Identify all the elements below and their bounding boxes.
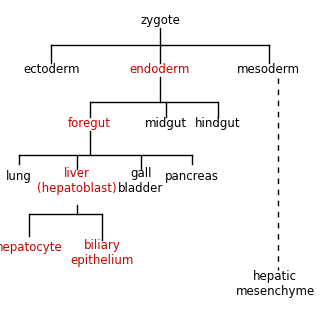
Text: endoderm: endoderm: [130, 63, 190, 76]
Text: gall
bladder: gall bladder: [118, 167, 164, 195]
Text: ectoderm: ectoderm: [23, 63, 79, 76]
Text: foregut: foregut: [68, 117, 111, 131]
Text: zygote: zygote: [140, 14, 180, 27]
Text: biliary
epithelium: biliary epithelium: [71, 239, 134, 267]
Text: hindgut: hindgut: [195, 117, 240, 131]
Text: midgut: midgut: [145, 117, 188, 131]
Text: liver
(hepatoblast): liver (hepatoblast): [37, 167, 116, 195]
Text: mesoderm: mesoderm: [237, 63, 300, 76]
Text: hepatic
mesenchyme: hepatic mesenchyme: [236, 270, 315, 298]
Text: pancreas: pancreas: [165, 170, 219, 183]
Text: lung: lung: [6, 170, 32, 183]
Text: hepatocyte: hepatocyte: [0, 241, 62, 255]
